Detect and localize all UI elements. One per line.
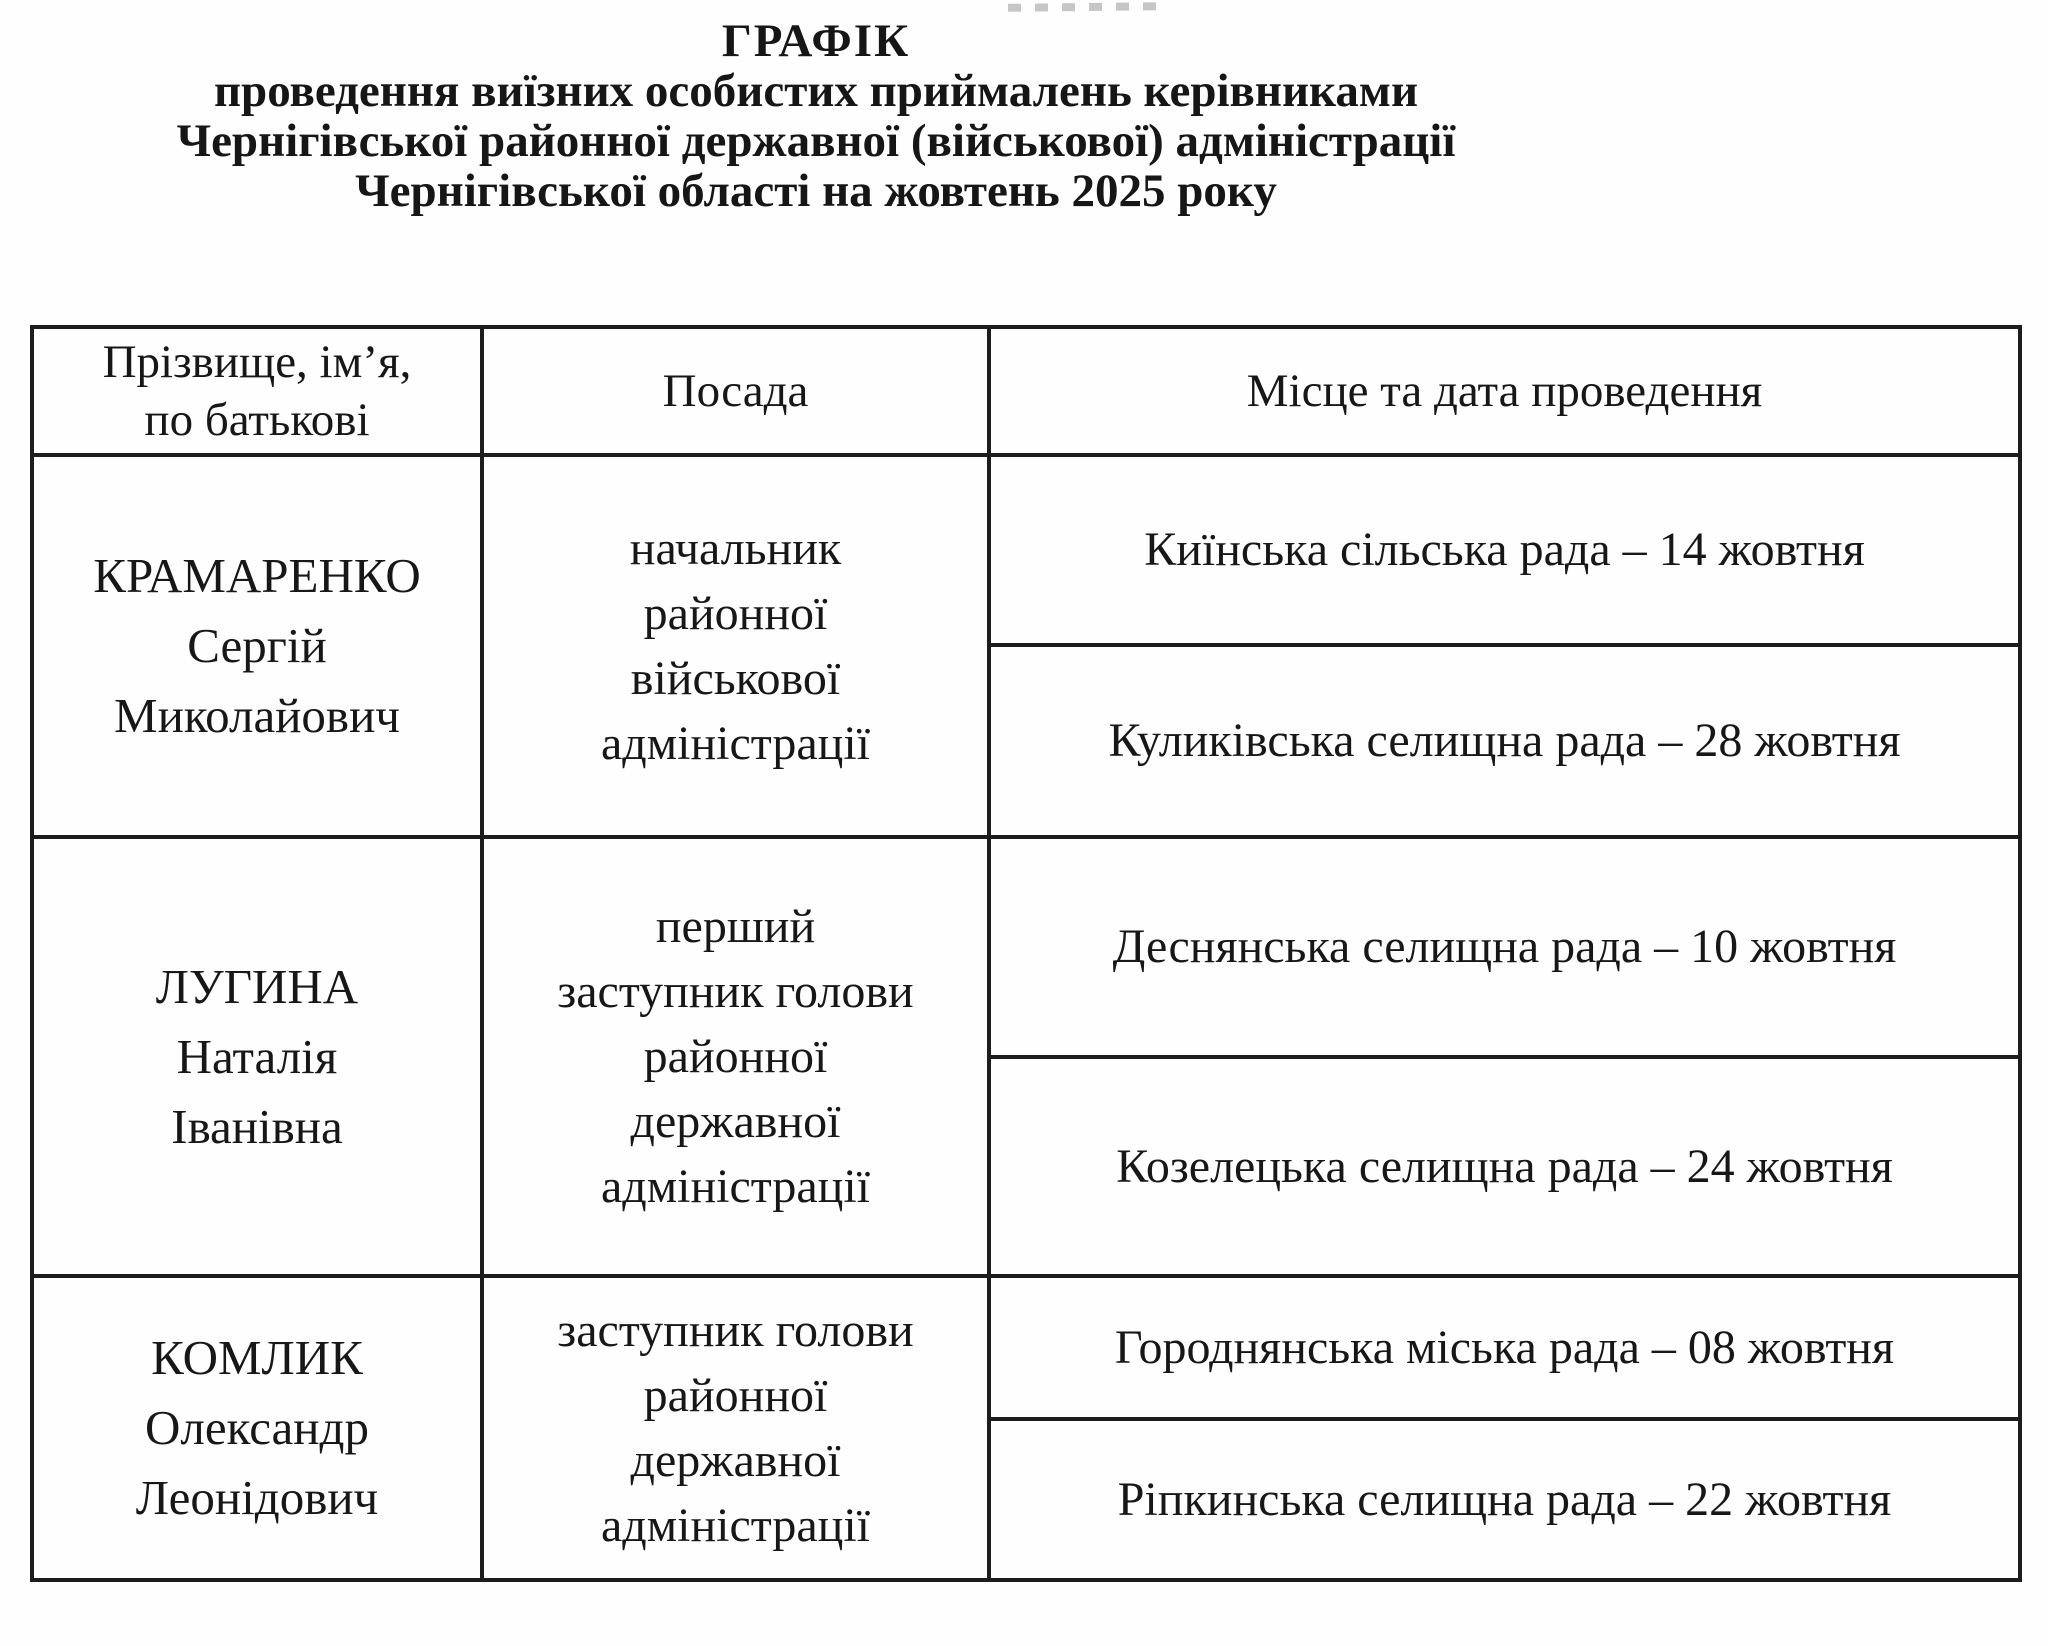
table-row-kramarenko-1: КРАМАРЕНКО Сергій Миколайович начальник … (30, 453, 2022, 839)
header-position: Посада (480, 325, 991, 457)
visit-cell: Куликівська селищна рада – 28 жовтня (987, 643, 2022, 839)
table-row-kramarenko-2: Куликівська селищна рада – 28 жовтня (32, 643, 2022, 839)
table-header-row: Прізвище, ім’я, по батькові Посада Місце… (30, 325, 2022, 457)
schedule-table: Прізвище, ім’я, по батькові Посада Місце… (30, 325, 2022, 1582)
table-row-komlyk-2: Ріпкинська селищна рада – 22 жовтня (32, 1417, 2022, 1582)
title-line-4: Чернігівської області на жовтень 2025 ро… (355, 165, 1277, 217)
table-row-komlyk-1: КОМЛИК Олександр Леонідович заступник го… (30, 1274, 2022, 1582)
title-line-3: Чернігівської районної державної (військ… (176, 115, 1456, 167)
title-line-1: ГРАФІК (721, 15, 911, 67)
scan-artifact (1007, 2, 1157, 12)
document-title: ГРАФІК проведення виїзних особистих прий… (0, 16, 1632, 216)
visit-cell: Городнянська міська рада – 08 жовтня (987, 1274, 2022, 1421)
visit-cell: Деснянська селищна рада – 10 жовтня (987, 835, 2022, 1059)
table-row-luhyna-1: ЛУГИНА Наталія Іванівна перший заступник… (30, 835, 2022, 1278)
title-line-2: проведення виїзних особистих приймалень … (213, 65, 1419, 117)
person-position: заступник голови районної державної адмі… (480, 1274, 991, 1582)
person-position: перший заступник голови районної державн… (480, 835, 991, 1278)
header-place-date: Місце та дата проведення (987, 325, 2022, 457)
visit-cell: Ріпкинська селищна рада – 22 жовтня (987, 1417, 2022, 1582)
table-row-luhyna-2: Козелецька селищна рада – 24 жовтня (32, 1055, 2022, 1278)
person-position: начальник районної військової адміністра… (480, 453, 991, 839)
header-name: Прізвище, ім’я, по батькові (30, 325, 484, 457)
person-name: ЛУГИНА Наталія Іванівна (30, 835, 484, 1278)
visit-cell: Козелецька селищна рада – 24 жовтня (987, 1055, 2022, 1278)
person-name: КРАМАРЕНКО Сергій Миколайович (30, 453, 484, 839)
person-name: КОМЛИК Олександр Леонідович (30, 1274, 484, 1582)
visit-cell: Киїнська сільська рада – 14 жовтня (987, 453, 2022, 647)
